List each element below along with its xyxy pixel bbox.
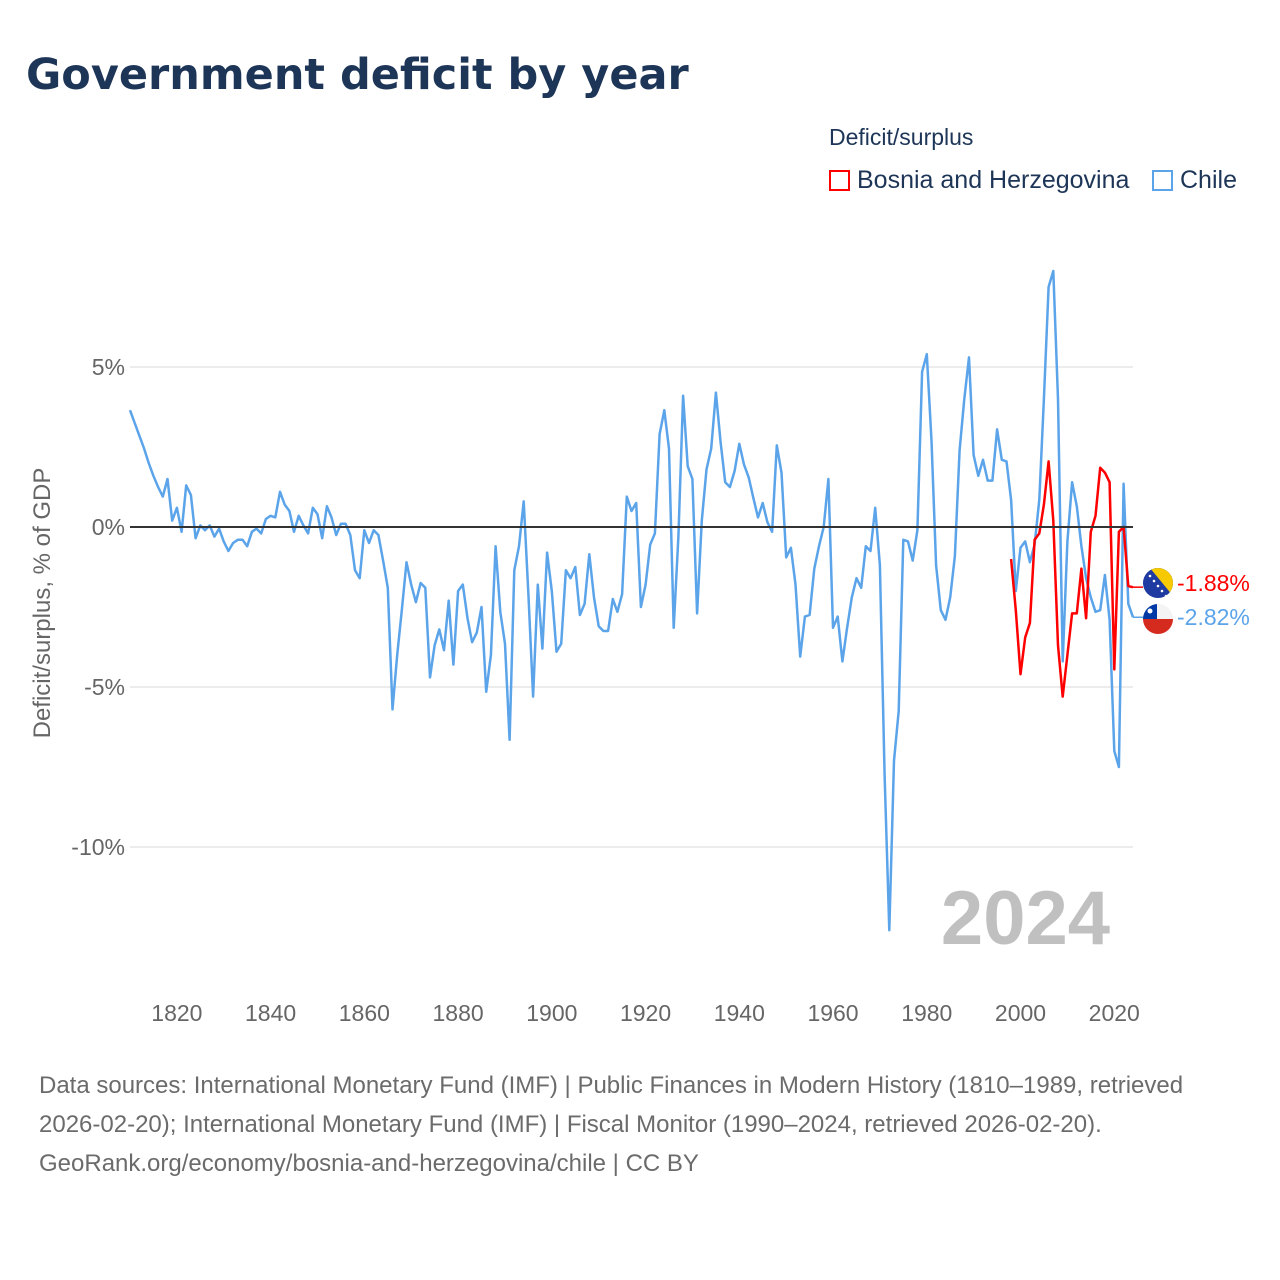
x-tick-label: 1860 [339, 1000, 390, 1026]
bosnia-flag-icon [1143, 568, 1173, 598]
x-tick-label: 1980 [901, 1000, 952, 1026]
legend-label: Chile [1180, 166, 1237, 194]
x-tick-label: 2000 [995, 1000, 1046, 1026]
legend-item-chile[interactable]: Chile [1152, 166, 1237, 195]
x-tick-label: 1900 [526, 1000, 577, 1026]
x-tick-label: 1960 [807, 1000, 858, 1026]
series-line-bosnia [1009, 460, 1134, 698]
y-tick-label: -10% [71, 834, 125, 860]
bosnia-end-label: -1.88% [1177, 570, 1250, 596]
chart-title: Government deficit by year [26, 50, 689, 100]
x-tick-label: 1920 [620, 1000, 671, 1026]
legend-swatch-chile [1152, 170, 1173, 191]
legend-item-bosnia[interactable]: Bosnia and Herzegovina [829, 166, 1129, 195]
footer: Data sources: International Monetary Fun… [39, 1066, 1249, 1183]
legend-swatch-bosnia [829, 170, 850, 191]
x-tick-label: 1820 [151, 1000, 202, 1026]
y-tick-label: 5% [92, 354, 125, 380]
x-tick-label: 1880 [432, 1000, 483, 1026]
y-axis-label: Deficit/surplus, % of GDP [29, 468, 56, 739]
legend-label: Bosnia and Herzegovina [857, 166, 1130, 194]
year-watermark: 2024 [941, 876, 1110, 961]
x-tick-label: 2020 [1089, 1000, 1140, 1026]
chile-end-label: -2.82% [1177, 604, 1250, 630]
series-line-chile [128, 269, 1135, 932]
credit-link[interactable]: GeoRank.org/economy/bosnia-and-herzegovi… [39, 1150, 699, 1177]
chile-flag-icon [1143, 604, 1173, 634]
y-tick-label: -5% [84, 674, 125, 700]
legend-title: Deficit/surplus [829, 124, 974, 150]
x-tick-label: 1840 [245, 1000, 296, 1026]
data-sources: Data sources: International Monetary Fun… [39, 1072, 1184, 1138]
x-tick-label: 1940 [714, 1000, 765, 1026]
y-tick-label: 0% [92, 514, 125, 540]
